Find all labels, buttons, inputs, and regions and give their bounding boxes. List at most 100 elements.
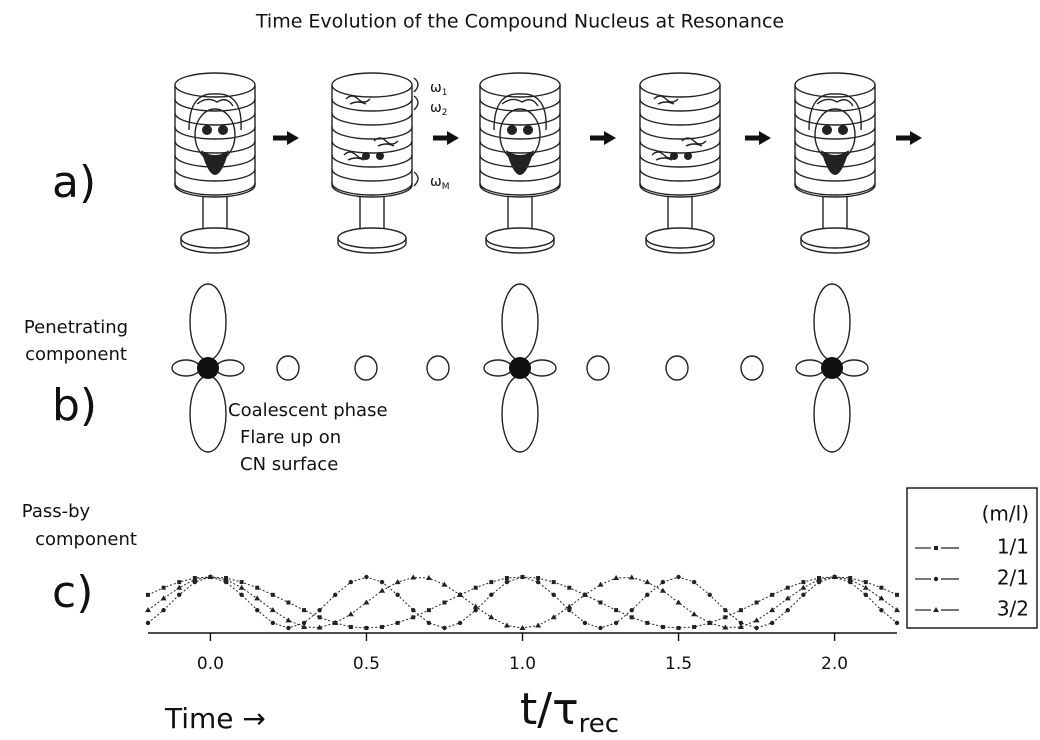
- marker: [177, 592, 182, 598]
- band: [331, 140, 413, 154]
- top: [794, 72, 876, 98]
- frequency-subscript: 1: [442, 88, 448, 98]
- marker: [691, 579, 697, 585]
- orbital: [276, 355, 300, 381]
- side-label: component: [25, 344, 127, 365]
- side-label: Penetrating: [24, 317, 128, 338]
- marker: [800, 584, 807, 590]
- marker: [894, 620, 900, 626]
- marker: [676, 574, 681, 580]
- frequency-symbol: ω: [430, 174, 442, 190]
- legend-label: 1/1: [997, 535, 1029, 559]
- marker: [878, 595, 885, 601]
- band: [794, 140, 876, 154]
- annotation: CN surface: [240, 454, 338, 475]
- marker: [363, 599, 370, 605]
- base-edge: [337, 238, 407, 254]
- band: [794, 126, 876, 140]
- annotation: Flare up on: [240, 427, 341, 448]
- glasses: [376, 152, 384, 160]
- marker: [472, 603, 479, 609]
- marker: [410, 574, 417, 580]
- marker: [754, 625, 759, 631]
- marker: [645, 620, 650, 625]
- band: [639, 168, 721, 182]
- marker: [613, 575, 620, 581]
- lobe: [501, 375, 539, 453]
- band: [794, 98, 876, 112]
- base: [337, 227, 407, 249]
- marker: [395, 620, 400, 625]
- marker: [801, 580, 806, 585]
- marker: [145, 620, 151, 626]
- marker: [629, 607, 634, 613]
- marker: [581, 591, 588, 597]
- body: [479, 85, 561, 198]
- lobe: [527, 359, 557, 377]
- marker: [722, 624, 729, 630]
- marker: [519, 625, 526, 630]
- band: [639, 98, 721, 112]
- band: [479, 182, 561, 196]
- marker: [831, 574, 838, 579]
- lobe: [813, 375, 851, 453]
- marker: [738, 608, 743, 613]
- marker: [504, 576, 509, 581]
- nucleus: [821, 357, 843, 379]
- marker: [473, 607, 478, 613]
- band: [479, 112, 561, 126]
- marker: [723, 607, 728, 613]
- marker: [316, 624, 323, 630]
- legend-title: (m/l): [982, 502, 1029, 526]
- beard: [506, 150, 534, 175]
- time-label: Time →: [164, 702, 266, 735]
- glasses: [507, 125, 517, 135]
- marker: [489, 580, 494, 585]
- top: [479, 72, 561, 98]
- marker: [364, 626, 369, 630]
- marker: [660, 579, 666, 585]
- marker: [675, 599, 682, 605]
- band: [174, 182, 256, 196]
- panel-label: a): [52, 157, 96, 208]
- band: [479, 140, 561, 154]
- legend-marker: [934, 546, 938, 550]
- marker: [473, 585, 478, 590]
- x-axis-label-main: t/τ: [520, 684, 579, 735]
- stem: [359, 192, 385, 234]
- frequency-label: ωM: [430, 174, 450, 192]
- marker: [457, 591, 464, 597]
- legend-marker: [933, 607, 939, 612]
- marker: [862, 584, 869, 590]
- marker: [302, 608, 307, 613]
- marker: [255, 585, 260, 590]
- marker: [691, 611, 698, 617]
- marker: [177, 580, 182, 585]
- marker: [598, 600, 603, 605]
- frequency-symbol: ω: [430, 100, 442, 116]
- marker: [348, 579, 354, 585]
- base: [800, 227, 870, 249]
- marker: [645, 592, 650, 598]
- brace: [413, 77, 419, 187]
- lobe: [813, 283, 851, 361]
- orbital: [740, 355, 764, 381]
- top: [639, 72, 721, 98]
- band: [174, 126, 256, 140]
- legend-label: 3/2: [997, 597, 1029, 621]
- glasses: [670, 152, 678, 160]
- marker: [425, 575, 432, 581]
- marker: [692, 624, 697, 629]
- x-axis-label-subscript: rec: [579, 709, 619, 739]
- band: [331, 112, 413, 126]
- base: [645, 227, 715, 249]
- glasses: [684, 152, 692, 160]
- band: [331, 168, 413, 182]
- marker: [770, 592, 775, 597]
- marker: [566, 603, 573, 609]
- band: [639, 154, 721, 168]
- band: [794, 112, 876, 126]
- glasses: [218, 125, 228, 135]
- band: [479, 98, 561, 112]
- marker: [628, 574, 635, 580]
